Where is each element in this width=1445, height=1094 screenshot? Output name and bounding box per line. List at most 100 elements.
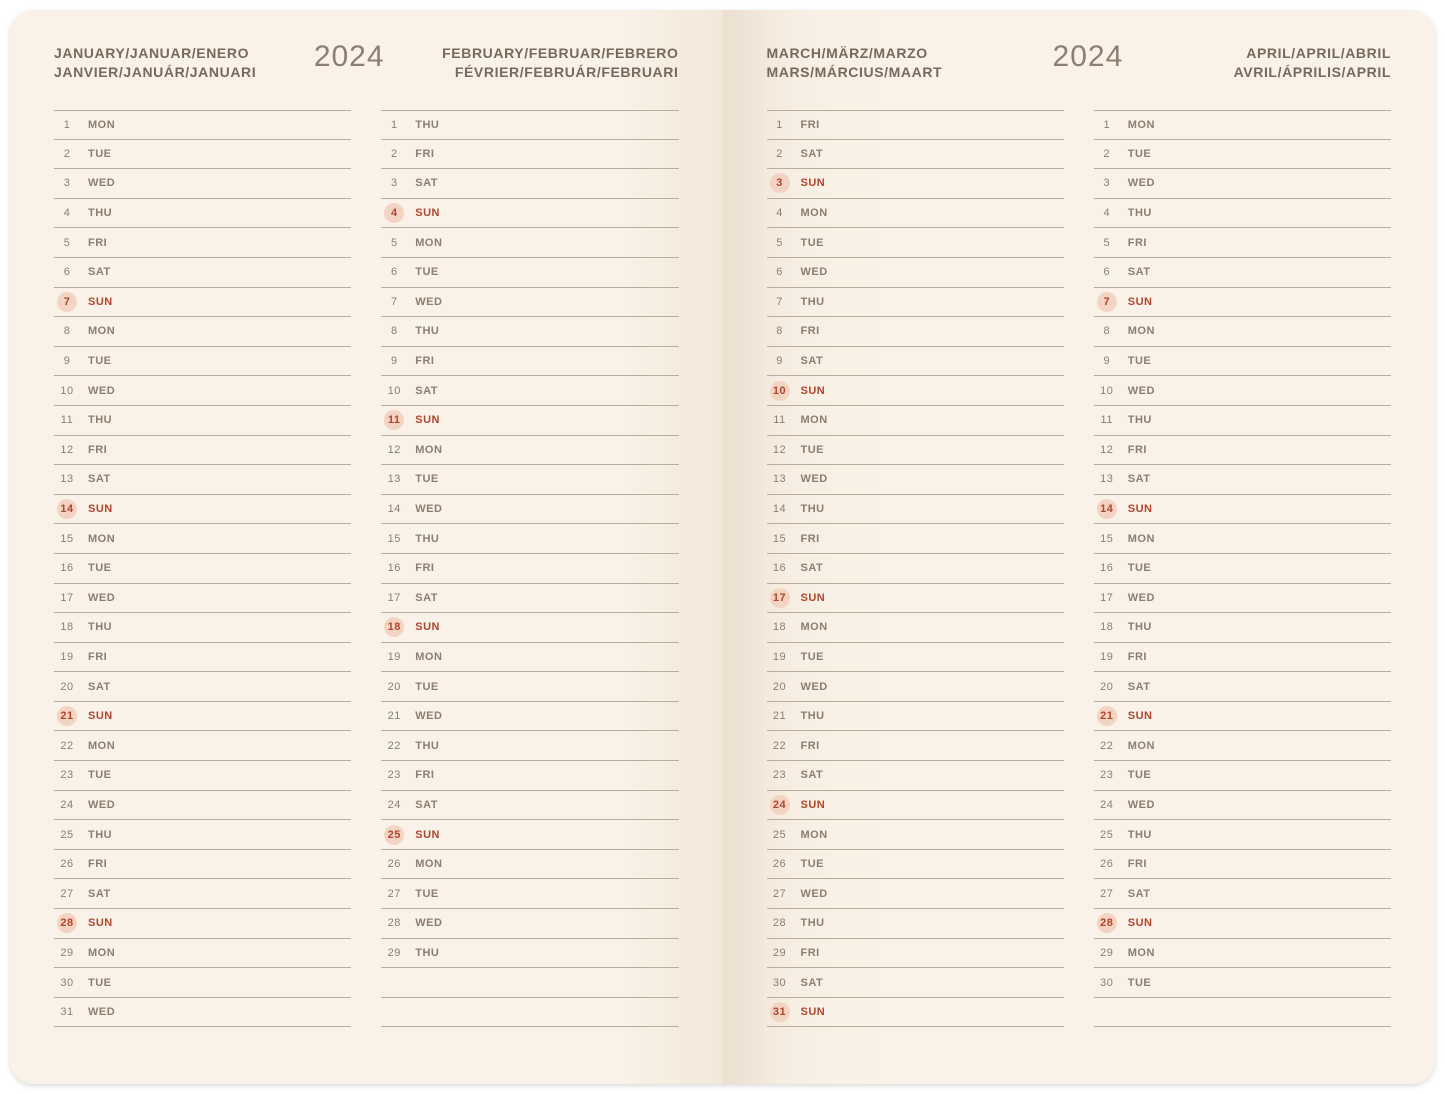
day-number: 1 bbox=[1094, 119, 1120, 131]
day-row: 9SAT bbox=[767, 347, 1064, 377]
day-name: TUE bbox=[88, 355, 112, 367]
day-name: TUE bbox=[1128, 977, 1152, 989]
day-name: THU bbox=[801, 710, 825, 722]
day-row: 7THU bbox=[767, 288, 1064, 318]
day-name: TUE bbox=[1128, 148, 1152, 160]
day-number: 18 bbox=[767, 621, 793, 633]
day-row: 14THU bbox=[767, 495, 1064, 525]
day-number: 16 bbox=[54, 562, 80, 574]
january-title: JANUARY/JANUAR/ENERO JANVIER/JANUÁR/JANU… bbox=[54, 44, 256, 82]
day-name: MON bbox=[1128, 947, 1155, 959]
day-row: 20TUE bbox=[381, 672, 678, 702]
day-number: 23 bbox=[1094, 769, 1120, 781]
day-number: 23 bbox=[54, 769, 80, 781]
february-column: 1THU2FRI3SAT4SUN5MON6TUE7WED8THU9FRI10SA… bbox=[381, 110, 678, 1056]
day-name: WED bbox=[801, 681, 828, 693]
day-name: FRI bbox=[801, 740, 820, 752]
april-title-line2: AVRIL/ÁPRILIS/APRIL bbox=[1234, 63, 1391, 82]
day-row: 18SUN bbox=[381, 613, 678, 643]
day-number: 4 bbox=[1094, 207, 1120, 219]
day-name: FRI bbox=[1128, 444, 1147, 456]
day-row: 13TUE bbox=[381, 465, 678, 495]
day-number: 10 bbox=[767, 385, 793, 397]
day-number: 27 bbox=[381, 888, 407, 900]
day-name: TUE bbox=[415, 888, 439, 900]
day-number: 22 bbox=[767, 740, 793, 752]
day-name: THU bbox=[801, 503, 825, 515]
day-number: 25 bbox=[1094, 829, 1120, 841]
day-name: FRI bbox=[1128, 858, 1147, 870]
day-name: WED bbox=[1128, 799, 1155, 811]
day-number: 3 bbox=[767, 177, 793, 189]
day-name: FRI bbox=[801, 119, 820, 131]
day-row: 15FRI bbox=[767, 524, 1064, 554]
day-name: FRI bbox=[88, 237, 107, 249]
day-number: 30 bbox=[767, 977, 793, 989]
day-number: 20 bbox=[54, 681, 80, 693]
day-name: MON bbox=[801, 414, 828, 426]
day-number: 7 bbox=[381, 296, 407, 308]
day-number: 29 bbox=[1094, 947, 1120, 959]
day-number: 26 bbox=[767, 858, 793, 870]
day-number: 6 bbox=[381, 266, 407, 278]
day-name: TUE bbox=[88, 769, 112, 781]
day-number: 15 bbox=[381, 533, 407, 545]
day-row: 4THU bbox=[1094, 199, 1391, 229]
day-number: 1 bbox=[54, 119, 80, 131]
day-row: 23FRI bbox=[381, 761, 678, 791]
day-number: 24 bbox=[381, 799, 407, 811]
day-name: MON bbox=[415, 237, 442, 249]
april-column: 1MON2TUE3WED4THU5FRI6SAT7SUN8MON9TUE10WE… bbox=[1094, 110, 1391, 1056]
march-title-line1: MARCH/MÄRZ/MARZO bbox=[767, 44, 943, 63]
march-title: MARCH/MÄRZ/MARZO MARS/MÁRCIUS/MAART bbox=[767, 44, 943, 82]
day-row: 9FRI bbox=[381, 347, 678, 377]
day-number: 1 bbox=[381, 119, 407, 131]
day-row: 1FRI bbox=[767, 110, 1064, 140]
day-row: 2TUE bbox=[54, 140, 351, 170]
day-name: MON bbox=[1128, 325, 1155, 337]
day-name: SAT bbox=[1128, 266, 1151, 278]
day-name: SAT bbox=[88, 266, 111, 278]
day-row: 1THU bbox=[381, 110, 678, 140]
day-row: 11THU bbox=[1094, 406, 1391, 436]
day-name: TUE bbox=[801, 444, 825, 456]
day-number: 14 bbox=[1094, 503, 1120, 515]
day-name: SUN bbox=[801, 385, 826, 397]
day-row: 14SUN bbox=[1094, 495, 1391, 525]
day-number: 21 bbox=[54, 710, 80, 722]
day-number: 2 bbox=[1094, 148, 1120, 160]
february-title-line1: FEBRUARY/FEBRUAR/FEBRERO bbox=[442, 44, 678, 63]
day-number: 25 bbox=[767, 829, 793, 841]
day-number: 26 bbox=[1094, 858, 1120, 870]
day-name: SUN bbox=[88, 710, 113, 722]
day-row: 11THU bbox=[54, 406, 351, 436]
day-row: 23TUE bbox=[1094, 761, 1391, 791]
right-page-header: MARCH/MÄRZ/MARZO MARS/MÁRCIUS/MAART 2024… bbox=[767, 44, 1392, 88]
day-name: SAT bbox=[415, 799, 438, 811]
day-row: 8MON bbox=[54, 317, 351, 347]
day-row: 13SAT bbox=[1094, 465, 1391, 495]
day-number: 29 bbox=[54, 947, 80, 959]
day-row: 4MON bbox=[767, 199, 1064, 229]
day-name: TUE bbox=[801, 237, 825, 249]
day-name: THU bbox=[1128, 621, 1152, 633]
day-name: SAT bbox=[415, 385, 438, 397]
day-name: SUN bbox=[88, 503, 113, 515]
day-number: 19 bbox=[381, 651, 407, 663]
day-name: SUN bbox=[88, 296, 113, 308]
day-row: 3WED bbox=[54, 169, 351, 199]
day-number: 27 bbox=[767, 888, 793, 900]
day-name: THU bbox=[1128, 414, 1152, 426]
january-column: 1MON2TUE3WED4THU5FRI6SAT7SUN8MON9TUE10WE… bbox=[54, 110, 351, 1056]
day-name: THU bbox=[801, 917, 825, 929]
day-row: 5FRI bbox=[54, 228, 351, 258]
day-number: 13 bbox=[54, 473, 80, 485]
day-number: 29 bbox=[381, 947, 407, 959]
day-row: 13WED bbox=[767, 465, 1064, 495]
day-name: SUN bbox=[1128, 917, 1153, 929]
day-name: WED bbox=[88, 177, 115, 189]
day-name: SAT bbox=[801, 148, 824, 160]
day-number: 10 bbox=[54, 385, 80, 397]
day-name: SAT bbox=[801, 562, 824, 574]
day-row: 27WED bbox=[767, 879, 1064, 909]
